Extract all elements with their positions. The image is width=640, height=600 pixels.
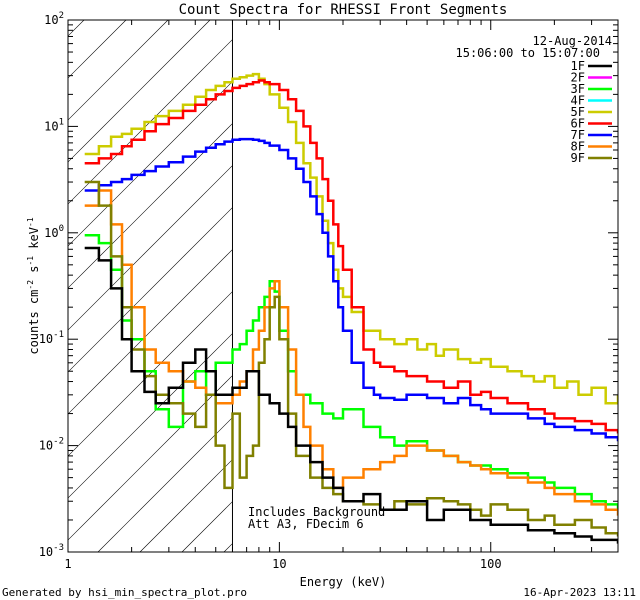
series-7F bbox=[84, 137, 618, 442]
y-tick-label: 10-2 bbox=[39, 437, 64, 453]
annotation-attenuator: Att A3, FDecim 6 bbox=[248, 517, 364, 531]
legend-label-5F: 5F bbox=[571, 105, 585, 119]
series-6F bbox=[84, 79, 618, 434]
y-tick-label: 10-1 bbox=[39, 330, 64, 346]
hatch-line bbox=[97, 417, 233, 552]
legend-label-1F: 1F bbox=[571, 59, 585, 73]
legend-label-6F: 6F bbox=[571, 117, 585, 131]
generated-by-footer: Generated by hsi_min_spectra_plot.pro bbox=[2, 586, 247, 599]
legend-label-7F: 7F bbox=[571, 128, 585, 142]
y-label-exp3: -1 bbox=[26, 217, 35, 227]
legend-label-3F: 3F bbox=[571, 82, 585, 96]
series-1F bbox=[84, 246, 618, 544]
hatch-line bbox=[68, 81, 233, 247]
chart-title: Count Spectra for RHESSI Front Segments bbox=[179, 2, 508, 18]
hatch-line bbox=[68, 20, 85, 37]
x-tick-label: 100 bbox=[480, 557, 502, 571]
legend-label-8F: 8F bbox=[571, 140, 585, 154]
x-tick-label: 10 bbox=[272, 557, 286, 571]
axes: 1 10 100 10-3 10-2 10-1 100 101 102 bbox=[39, 11, 619, 571]
legend-label-4F: 4F bbox=[571, 94, 585, 108]
annotation-background: Includes Background bbox=[248, 505, 385, 519]
y-label-mid2: keV bbox=[27, 227, 41, 256]
legend-label-2F: 2F bbox=[571, 71, 585, 85]
hatch-line bbox=[68, 20, 127, 79]
x-axis-label: Energy (keV) bbox=[300, 575, 387, 589]
threshold-hatch-region bbox=[0, 20, 233, 552]
x-tick-label: 1 bbox=[64, 557, 71, 571]
hatch-line bbox=[68, 375, 233, 541]
timestamp-footer: 16-Apr-2023 13:11 bbox=[523, 586, 636, 599]
y-label-mid1: s bbox=[27, 266, 41, 280]
plot-frame bbox=[67, 19, 619, 553]
y-tick-label: 101 bbox=[44, 117, 64, 133]
hatch-line bbox=[0, 20, 42, 552]
hatch-line bbox=[68, 291, 233, 457]
y-label-base: counts cm bbox=[27, 290, 41, 355]
series-5F bbox=[84, 72, 618, 405]
hatch-line bbox=[68, 20, 211, 163]
y-axis-label: counts cm-2 s-1 keV-1 bbox=[26, 217, 41, 354]
y-tick-label: 10-3 bbox=[39, 543, 64, 559]
y-tick-label: 102 bbox=[44, 11, 64, 27]
series-9F bbox=[84, 180, 618, 537]
y-label-exp2: -1 bbox=[26, 256, 35, 266]
hatch-line bbox=[68, 207, 233, 373]
hatch-line bbox=[68, 20, 169, 121]
hatch-line bbox=[68, 123, 233, 289]
hatch-line bbox=[68, 249, 233, 415]
y-tick-label: 100 bbox=[44, 224, 64, 240]
hatch-line bbox=[68, 333, 233, 499]
hatch-line bbox=[139, 459, 233, 552]
hatch-line bbox=[68, 39, 233, 205]
series-layer bbox=[84, 72, 618, 544]
time-range-label: 15:06:00 to 15:07:00 bbox=[456, 46, 601, 60]
legend-label-9F: 9F bbox=[571, 151, 585, 165]
date-label: 12-Aug-2014 bbox=[533, 34, 612, 48]
y-label-exp1: -2 bbox=[26, 280, 35, 290]
